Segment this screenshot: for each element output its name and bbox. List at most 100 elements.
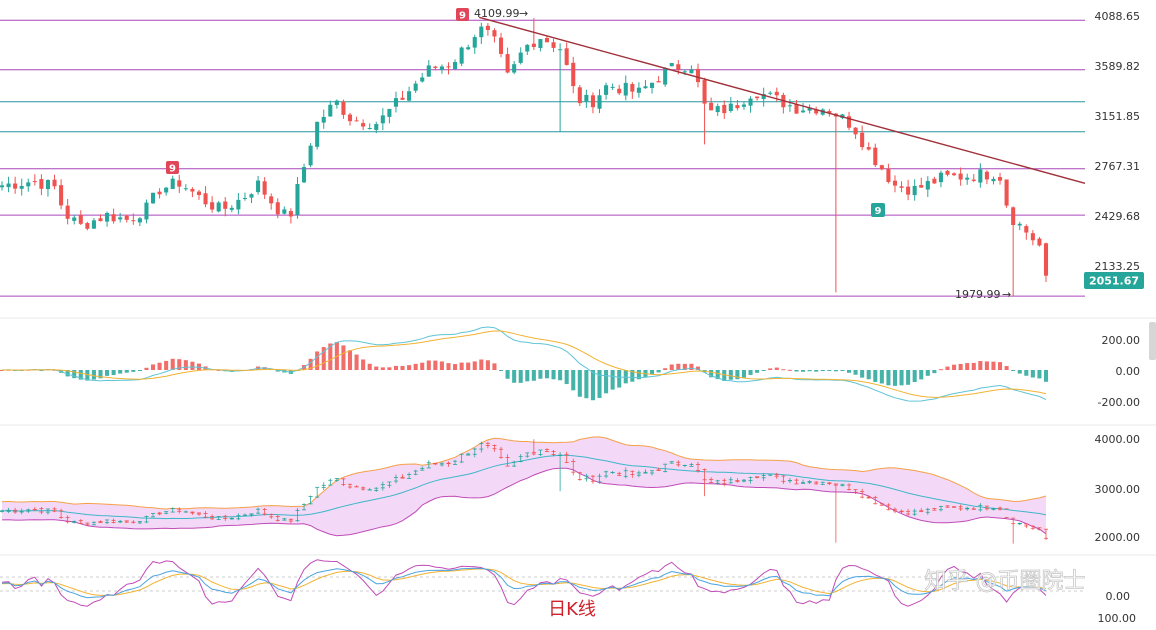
candle-body <box>137 218 142 223</box>
candle <box>879 164 884 171</box>
kdj-d-line <box>1 568 1047 596</box>
candle <box>0 181 5 191</box>
macd-bar <box>807 370 812 372</box>
svg-text:2051.67: 2051.67 <box>1089 275 1139 288</box>
candle <box>971 174 976 183</box>
candle-body <box>787 105 792 107</box>
candle-body <box>1004 179 1009 206</box>
macd-dea-line <box>2 330 1047 398</box>
candle-body <box>846 116 852 128</box>
candle-body <box>525 44 530 52</box>
candle <box>978 163 983 188</box>
candle <box>748 96 753 113</box>
candle <box>256 175 261 195</box>
candle-body <box>19 185 24 189</box>
candle <box>709 97 714 111</box>
macd-bar <box>492 363 497 370</box>
candle-body <box>242 197 247 199</box>
candle <box>965 173 970 185</box>
candle <box>32 174 37 186</box>
candle-body <box>702 80 707 104</box>
macd-bar <box>118 370 123 374</box>
candle <box>466 44 471 51</box>
macd-bar <box>866 370 871 380</box>
candle-body <box>485 25 490 31</box>
candle-body <box>715 106 720 113</box>
current-price-tag: 2051.67 <box>1084 272 1144 289</box>
candle-body <box>1030 233 1035 241</box>
candle <box>446 62 451 75</box>
macd-bar <box>584 370 589 399</box>
candle <box>78 210 83 225</box>
candle <box>1017 221 1022 231</box>
candle-body <box>623 82 628 96</box>
macd-bar <box>72 370 77 379</box>
macd-bar <box>564 370 569 385</box>
candle <box>906 179 911 201</box>
candle-body <box>814 109 819 114</box>
candle-body <box>590 95 595 108</box>
candle <box>98 214 103 222</box>
candle <box>407 86 412 102</box>
price-axis-label: 4088.65 <box>1095 10 1141 23</box>
bollinger-upper-line <box>1 436 1047 510</box>
macd-bar <box>820 370 825 371</box>
candle <box>1004 179 1009 208</box>
macd-bar <box>761 370 766 371</box>
macd-bar <box>65 370 70 377</box>
bollinger-band-fill <box>2 436 1046 536</box>
watermark: 知乎 @币圈院士 <box>925 569 1086 594</box>
td-badge: 9 <box>166 161 179 175</box>
candle-body <box>741 104 746 107</box>
macd-bar <box>958 363 963 370</box>
macd-bar <box>636 370 641 380</box>
candle <box>538 39 543 52</box>
candle-body <box>853 127 858 135</box>
candle <box>1043 242 1049 283</box>
macd-bar <box>137 370 142 371</box>
macd-bar <box>604 370 609 394</box>
bollinger-mid-line <box>1 454 1047 520</box>
panel-resize-handle[interactable] <box>1149 322 1156 360</box>
candle <box>584 89 589 108</box>
candle-body <box>157 191 162 195</box>
svg-text:→: → <box>1002 288 1011 301</box>
candle-body <box>636 87 641 93</box>
candle-body <box>794 104 799 114</box>
boll-axis-label: 2000.00 <box>1095 531 1141 544</box>
macd-bar <box>354 354 359 370</box>
macd-bar <box>1037 370 1042 379</box>
macd-bar <box>984 361 989 370</box>
candle <box>958 167 963 186</box>
macd-dif-line <box>1 326 1047 402</box>
macd-bar <box>741 370 746 378</box>
candle-body <box>663 68 668 85</box>
candle <box>656 76 661 83</box>
macd-bar <box>715 370 720 380</box>
candle <box>210 196 215 213</box>
macd-axis-label: 0.00 <box>1116 365 1141 378</box>
candle-body <box>26 182 31 187</box>
candle-body <box>584 94 589 102</box>
candle <box>925 176 930 198</box>
candle-body <box>1043 243 1049 276</box>
macd-bar <box>321 347 326 370</box>
macd-bar <box>380 367 385 370</box>
macd-bar <box>150 364 156 370</box>
candle-body <box>361 123 366 127</box>
candle-body <box>952 173 957 176</box>
candle-body <box>518 52 523 63</box>
candle-body <box>39 179 44 189</box>
candle-body <box>203 193 208 205</box>
macd-bar <box>617 370 622 388</box>
candle <box>282 206 287 215</box>
candle <box>512 61 517 75</box>
candle-body <box>177 180 182 187</box>
candle <box>118 212 123 223</box>
candle-body <box>892 180 898 186</box>
macd-bar <box>840 370 845 371</box>
candle <box>650 82 655 94</box>
macd-bar <box>676 363 681 370</box>
candle-body <box>52 179 57 187</box>
